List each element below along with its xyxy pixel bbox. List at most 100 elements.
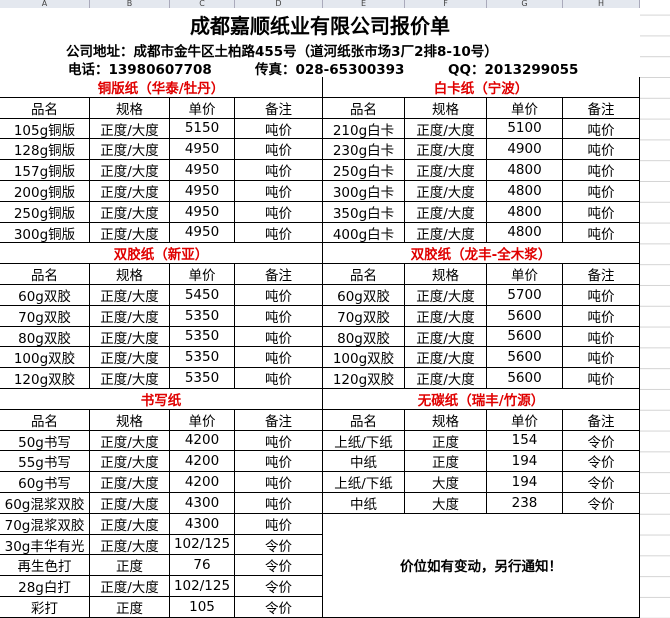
table-cell: 吨价 [235, 285, 323, 306]
table-cell: 70g双胶 [323, 305, 405, 327]
table-cell: 吨价 [235, 201, 323, 223]
table-cell: 30g丰华有光 [0, 534, 90, 556]
table-cell: 正度 [90, 597, 170, 618]
column-header: 品名 [323, 97, 405, 119]
column-header: 规格 [90, 264, 170, 285]
table-cell: 正度/大度 [405, 326, 487, 348]
table-cell: 238 [487, 493, 563, 514]
section-title: 白卡纸（宁波） [323, 77, 640, 98]
phone: 电话：13980607708 [0, 59, 240, 77]
table-cell: 吨价 [235, 160, 323, 181]
table-cell: 正度 [405, 430, 487, 452]
table-cell: 正度 [405, 451, 487, 473]
table-cell: 60g双胶 [0, 285, 90, 306]
notice: 价位如有变动，另行通知！ [323, 513, 640, 618]
table-cell: 4900 [487, 139, 563, 161]
table-cell: 4300 [170, 493, 235, 514]
table-cell: 5150 [170, 118, 235, 140]
table-cell: 194 [487, 472, 563, 493]
table-cell: 4800 [487, 160, 563, 181]
table-cell: 正度/大度 [90, 201, 170, 223]
table-cell: 吨价 [563, 305, 640, 327]
column-header: 品名 [0, 264, 90, 285]
table-cell: 210g白卡 [323, 118, 405, 140]
section-title: 无碳纸（瑞丰/竹源） [323, 389, 640, 410]
table-cell: 正度/大度 [90, 326, 170, 348]
column-header: 单价 [170, 264, 235, 285]
table-cell: 230g白卡 [323, 139, 405, 161]
column-header: 单价 [487, 97, 563, 119]
table-cell: 吨价 [235, 451, 323, 473]
column-header: 单价 [487, 409, 563, 431]
column-header: 规格 [90, 409, 170, 431]
table-cell: 吨价 [235, 305, 323, 327]
table-cell: 令价 [235, 534, 323, 556]
table-cell: 正度/大度 [90, 451, 170, 473]
table-cell: 令价 [235, 576, 323, 597]
column-header: 品名 [0, 97, 90, 119]
address: 公司地址：成都市金牛区土柏路455号（道河纸张市场3厂2排8-10号） [0, 40, 640, 59]
section-title: 双胶纸（龙丰-全木浆） [323, 243, 640, 265]
table-cell: 4800 [487, 181, 563, 202]
table-cell: 彩打 [0, 597, 90, 618]
table-cell: 4800 [487, 201, 563, 223]
table-cell: 吨价 [563, 201, 640, 223]
table-cell: 5600 [487, 326, 563, 348]
table-cell: 正度/大度 [90, 347, 170, 369]
table-cell: 300g白卡 [323, 181, 405, 202]
column-header: 单价 [170, 409, 235, 431]
table-cell: 60g书写 [0, 472, 90, 493]
table-cell: 28g白打 [0, 576, 90, 597]
table-cell: 4200 [170, 430, 235, 452]
table-cell: 正度/大度 [90, 118, 170, 140]
column-header: 备注 [235, 264, 323, 285]
column-header: 单价 [170, 97, 235, 119]
table-cell: 再生色打 [0, 555, 90, 577]
table-cell: 120g双胶 [0, 368, 90, 389]
table-cell: 5350 [170, 347, 235, 369]
table-cell: 吨价 [235, 222, 323, 244]
table-cell: 105g铜版 [0, 118, 90, 140]
table-cell: 300g铜版 [0, 222, 90, 244]
column-letter: F [405, 0, 487, 8]
table-cell: 100g双胶 [323, 347, 405, 369]
table-cell: 4200 [170, 472, 235, 493]
table-cell: 5600 [487, 368, 563, 389]
table-cell: 正度/大度 [90, 534, 170, 556]
table-cell: 102/125 [170, 534, 235, 556]
table-cell: 5350 [170, 305, 235, 327]
column-letter: B [90, 0, 170, 8]
table-cell: 400g白卡 [323, 222, 405, 244]
table-cell: 中纸 [323, 451, 405, 473]
table-cell: 正度/大度 [405, 347, 487, 369]
table-cell: 55g书写 [0, 451, 90, 473]
section-title: 双胶纸（新亚） [0, 243, 323, 265]
table-cell: 4800 [487, 222, 563, 244]
table-cell: 正度/大度 [90, 576, 170, 597]
table-cell: 120g双胶 [323, 368, 405, 389]
table-cell: 200g铜版 [0, 181, 90, 202]
table-cell: 正度/大度 [90, 222, 170, 244]
table-cell: 令价 [235, 555, 323, 577]
table-cell: 5100 [487, 118, 563, 140]
table-cell: 4300 [170, 513, 235, 535]
column-letter: D [235, 0, 323, 8]
table-cell: 吨价 [235, 493, 323, 514]
table-cell: 100g双胶 [0, 347, 90, 369]
table-cell: 70g混浆双胶 [0, 513, 90, 535]
table-cell: 80g双胶 [0, 326, 90, 348]
table-cell: 正度/大度 [90, 160, 170, 181]
table-cell: 157g铜版 [0, 160, 90, 181]
table-cell: 5350 [170, 326, 235, 348]
table-cell: 吨价 [563, 347, 640, 369]
table-cell: 正度/大度 [405, 118, 487, 140]
table-cell: 5450 [170, 285, 235, 306]
table-cell: 5600 [487, 305, 563, 327]
section-title: 铜版纸（华泰/牡丹） [0, 77, 323, 98]
table-cell: 吨价 [235, 472, 323, 493]
table-cell: 吨价 [235, 326, 323, 348]
table-cell: 吨价 [235, 368, 323, 389]
table-cell: 吨价 [563, 285, 640, 306]
qq: QQ：2013299055 [440, 59, 640, 77]
